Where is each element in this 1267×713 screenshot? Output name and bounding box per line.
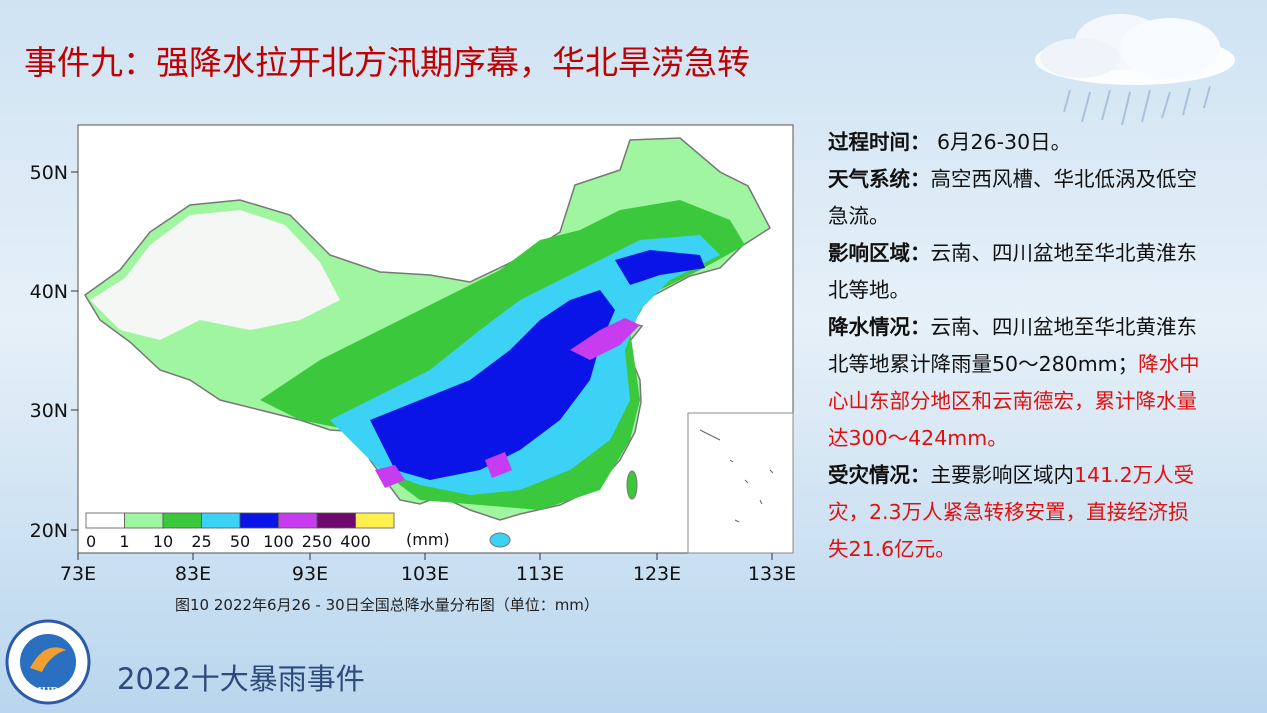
island <box>626 470 638 500</box>
y-tick-label: 50N <box>30 162 68 184</box>
footer-title: 2022十大暴雨事件 <box>117 662 365 696</box>
info-label: 天气系统： <box>828 167 931 191</box>
logo-text: IHR <box>38 685 60 697</box>
colorbar-swatch <box>85 512 125 529</box>
colorbar-swatch <box>278 512 318 529</box>
info-paragraph: 过程时间： 6月26-30日。 <box>828 124 1208 161</box>
x-tick-label: 133E <box>748 563 796 585</box>
info-label: 受灾情况： <box>828 463 931 487</box>
info-text: 6月26-30日。 <box>930 130 1072 154</box>
inset-frame <box>687 412 794 554</box>
info-text: 降水中心山东部分地区和云南德宏，累计降水量达300～424mm。 <box>828 352 1200 450</box>
colorbar-label: 0 <box>86 532 96 551</box>
magenta-area <box>375 452 512 488</box>
colorbar-label: 1 <box>119 532 129 551</box>
colorbar-swatch <box>162 512 202 529</box>
info-text: 云南、四川盆地至华北黄淮东北等地累计降雨量50～280mm； <box>828 315 1197 376</box>
island <box>489 532 511 548</box>
info-paragraph: 影响区域：云南、四川盆地至华北黄淮东北等地。 <box>828 235 1208 309</box>
x-tick-label: 83E <box>175 563 211 585</box>
info-text: 主要影响区域内 <box>930 463 1075 487</box>
colorbar-swatch <box>316 512 356 529</box>
x-tick-label: 113E <box>516 563 564 585</box>
blue-area <box>370 290 615 480</box>
colorbar-swatch <box>201 512 241 529</box>
colorbar-label: 10 <box>153 532 173 551</box>
info-label: 影响区域： <box>828 241 931 265</box>
info-text: 141.2万人受灾，2.3万人紧急转移安置，直接经济损失21.6亿元。 <box>828 463 1195 561</box>
x-tick-label: 73E <box>60 563 96 585</box>
info-panel: 过程时间： 6月26-30日。 天气系统：高空西风槽、华北低涡及低空急流。 影响区域… <box>828 124 1208 568</box>
info-paragraph: 降水情况：云南、四川盆地至华北黄淮东北等地累计降雨量50～280mm；降水中心山… <box>828 309 1208 457</box>
x-tick-label: 103E <box>401 563 449 585</box>
logo <box>5 619 91 705</box>
colorbar-swatch <box>355 512 395 529</box>
info-paragraph: 天气系统：高空西风槽、华北低涡及低空急流。 <box>828 161 1208 235</box>
map-caption: 图10 2022年6月26 - 30日全国总降水量分布图（单位：mm） <box>175 596 599 614</box>
colorbar-label: 100 <box>263 532 294 551</box>
info-text: 云南、四川盆地至华北黄淮东北等地。 <box>828 241 1197 302</box>
x-tick-label: 93E <box>292 563 328 585</box>
magenta-area <box>570 318 640 360</box>
y-tick-label: 30N <box>30 400 68 422</box>
dry-area <box>90 210 340 340</box>
colorbar-unit: (mm) <box>406 530 450 549</box>
y-tick-label: 20N <box>30 520 68 542</box>
colorbar-swatch <box>239 512 279 529</box>
info-label: 过程时间： <box>828 130 931 154</box>
logo-text-box: IHR <box>38 685 60 697</box>
slide-title: 事件九：强降水拉开北方汛期序幕，华北旱涝急转 <box>24 43 750 82</box>
info-paragraph: 受灾情况：主要影响区域内141.2万人受灾，2.3万人紧急转移安置，直接经济损失… <box>828 457 1208 568</box>
colorbar-swatch <box>124 512 164 529</box>
y-tick-label: 40N <box>30 281 68 303</box>
colorbar-label: 50 <box>230 532 250 551</box>
inset-dots <box>699 429 774 523</box>
precipitation-map: 73E 83E 93E 103E 113E 123E 133E 50N 40N 30N 20N 0 1 1… <box>30 124 796 585</box>
info-text: 高空西风槽、华北低涡及低空急流。 <box>828 167 1197 228</box>
precip-field <box>84 137 794 554</box>
blue-area <box>615 250 705 285</box>
x-tick-label: 123E <box>633 563 681 585</box>
colorbar-label: 25 <box>191 532 211 551</box>
cloud-icon <box>1035 14 1235 126</box>
colorbar-label: 250 <box>302 532 333 551</box>
info-label: 降水情况： <box>828 315 931 339</box>
colorbar-label: 400 <box>340 532 371 551</box>
